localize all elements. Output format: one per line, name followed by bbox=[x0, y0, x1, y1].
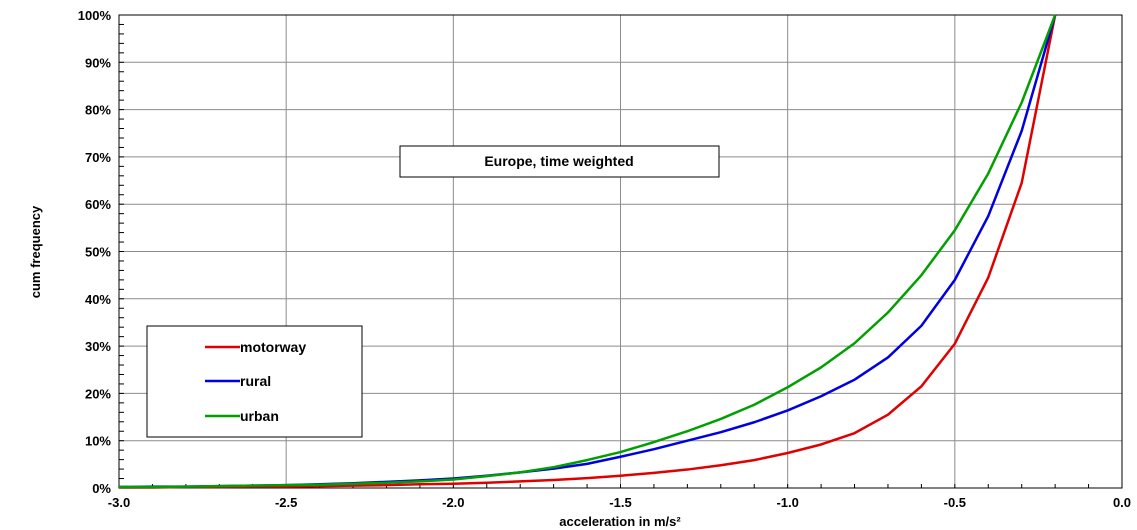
x-tick-label: -2.5 bbox=[275, 495, 297, 510]
legend: motorway rural urban bbox=[146, 325, 363, 438]
y-tick-label: 40% bbox=[85, 292, 111, 307]
legend-label-rural: rural bbox=[240, 373, 271, 389]
legend-item-urban: urban bbox=[205, 408, 279, 424]
y-tick-label: 0% bbox=[92, 481, 111, 496]
annotation-box: Europe, time weighted bbox=[399, 145, 720, 178]
y-axis-title: cum frequency bbox=[28, 205, 43, 298]
legend-item-motorway: motorway bbox=[205, 339, 306, 355]
legend-item-rural: rural bbox=[205, 373, 271, 389]
y-tick-label: 100% bbox=[78, 8, 112, 23]
y-tick-label: 70% bbox=[85, 150, 111, 165]
y-tick-label: 60% bbox=[85, 197, 111, 212]
x-tick-labels: -3.0 -2.5 -2.0 -1.5 -1.0 -0.5 0.0 bbox=[108, 495, 1131, 510]
x-tick-label: -2.0 bbox=[442, 495, 464, 510]
x-tick-label: -0.5 bbox=[944, 495, 966, 510]
series-layer bbox=[118, 14, 1057, 489]
y-tick-label: 30% bbox=[85, 339, 111, 354]
y-tick-label: 20% bbox=[85, 386, 111, 401]
x-tick-label: -3.0 bbox=[108, 495, 130, 510]
y-tick-label: 90% bbox=[85, 55, 111, 70]
annotation-frame bbox=[399, 145, 720, 178]
x-axis-title: acceleration in m/s² bbox=[559, 514, 681, 529]
x-tick-label: -1.0 bbox=[776, 495, 798, 510]
y-tick-label: 50% bbox=[85, 245, 111, 260]
series-line-motorway bbox=[119, 14, 1057, 489]
x-tick-label: -1.5 bbox=[609, 495, 631, 510]
x-tick-label: 0.0 bbox=[1113, 495, 1131, 510]
y-tick-label: 80% bbox=[85, 103, 111, 118]
legend-label-urban: urban bbox=[240, 408, 279, 424]
legend-label-motorway: motorway bbox=[240, 339, 306, 355]
y-tick-labels: 0% 10% 20% 30% 40% 50% 60% 70% 80% 90% 100% bbox=[78, 8, 112, 496]
annotation-text: Europe, time weighted bbox=[484, 153, 633, 169]
series-line-urban bbox=[119, 14, 1057, 489]
y-tick-label: 10% bbox=[85, 434, 111, 449]
plot-frame bbox=[118, 14, 1123, 489]
legend-frame bbox=[146, 325, 363, 438]
